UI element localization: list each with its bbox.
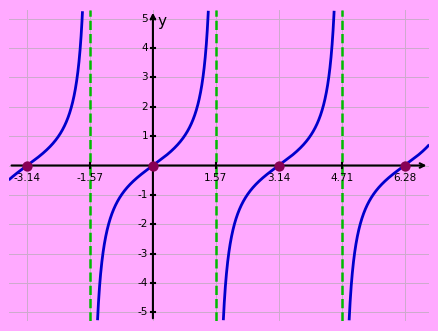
Text: -4: -4 [138, 278, 148, 288]
Text: -3.14: -3.14 [14, 173, 41, 183]
Text: 3: 3 [141, 72, 148, 82]
Text: 5: 5 [141, 14, 148, 24]
Point [275, 163, 282, 168]
Text: -1: -1 [138, 190, 148, 200]
Point [24, 163, 31, 168]
Point [149, 163, 156, 168]
Point [401, 163, 408, 168]
Text: -3: -3 [138, 249, 148, 259]
Text: y: y [158, 14, 167, 29]
Text: 3.14: 3.14 [267, 173, 290, 183]
Text: 2: 2 [141, 102, 148, 112]
Text: 1.57: 1.57 [204, 173, 227, 183]
Text: 1: 1 [141, 131, 148, 141]
Text: -1.57: -1.57 [77, 173, 103, 183]
Text: 4: 4 [141, 43, 148, 53]
Text: 4.71: 4.71 [330, 173, 353, 183]
Text: -2: -2 [138, 219, 148, 229]
Text: -5: -5 [138, 307, 148, 317]
Text: 6.28: 6.28 [393, 173, 416, 183]
